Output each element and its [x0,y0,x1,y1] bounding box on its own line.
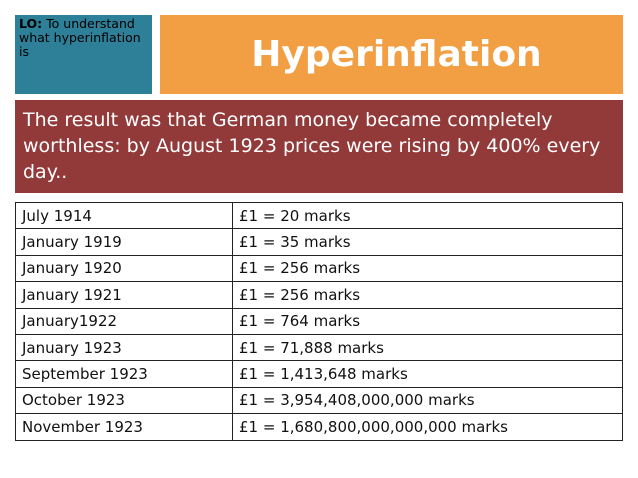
table-row: July 1914 £1 = 20 marks [15,201,623,230]
rate-cell: £1 = 71,888 marks [232,333,623,362]
title-box: Hyperinflation [160,15,623,94]
rate-cell: £1 = 256 marks [232,254,623,283]
summary-text: The result was that German money became … [23,109,601,183]
date-cell: January1922 [15,307,233,335]
rate-cell: £1 = 35 marks [232,228,623,256]
date-cell: January 1921 [15,281,233,309]
rate-cell: £1 = 20 marks [232,201,623,230]
table-row: October 1923 £1 = 3,954,408,000,000 mark… [15,386,623,415]
date-cell: January 1923 [15,333,233,362]
date-cell: October 1923 [15,386,233,415]
date-cell: November 1923 [15,413,233,441]
rate-cell: £1 = 1,680,800,000,000,000 marks [232,413,623,441]
table-row: January1922 £1 = 764 marks [15,307,623,335]
date-cell: September 1923 [15,360,233,388]
table-row: September 1923 £1 = 1,413,648 marks [15,360,623,388]
page-title: Hyperinflation [251,34,542,75]
learning-objective-text: To understand what hyperinflation is [19,16,141,59]
date-cell: July 1914 [15,201,233,230]
rate-cell: £1 = 256 marks [232,281,623,309]
table-row: January 1923 £1 = 71,888 marks [15,333,623,362]
table-row: January 1921 £1 = 256 marks [15,281,623,309]
date-cell: January 1920 [15,254,233,283]
exchange-rate-table: July 1914 £1 = 20 marks January 1919 £1 … [15,201,623,441]
rate-cell: £1 = 764 marks [232,307,623,335]
learning-objective-box: LO: To understand what hyperinflation is [15,15,152,94]
date-cell: January 1919 [15,228,233,256]
table-row: November 1923 £1 = 1,680,800,000,000,000… [15,413,623,441]
learning-objective-prefix: LO: [19,16,43,31]
summary-banner: The result was that German money became … [15,100,623,193]
rate-cell: £1 = 1,413,648 marks [232,360,623,388]
exchange-rate-table-container: July 1914 £1 = 20 marks January 1919 £1 … [15,201,623,441]
table-row: January 1919 £1 = 35 marks [15,228,623,256]
table-row: January 1920 £1 = 256 marks [15,254,623,283]
rate-cell: £1 = 3,954,408,000,000 marks [232,386,623,415]
